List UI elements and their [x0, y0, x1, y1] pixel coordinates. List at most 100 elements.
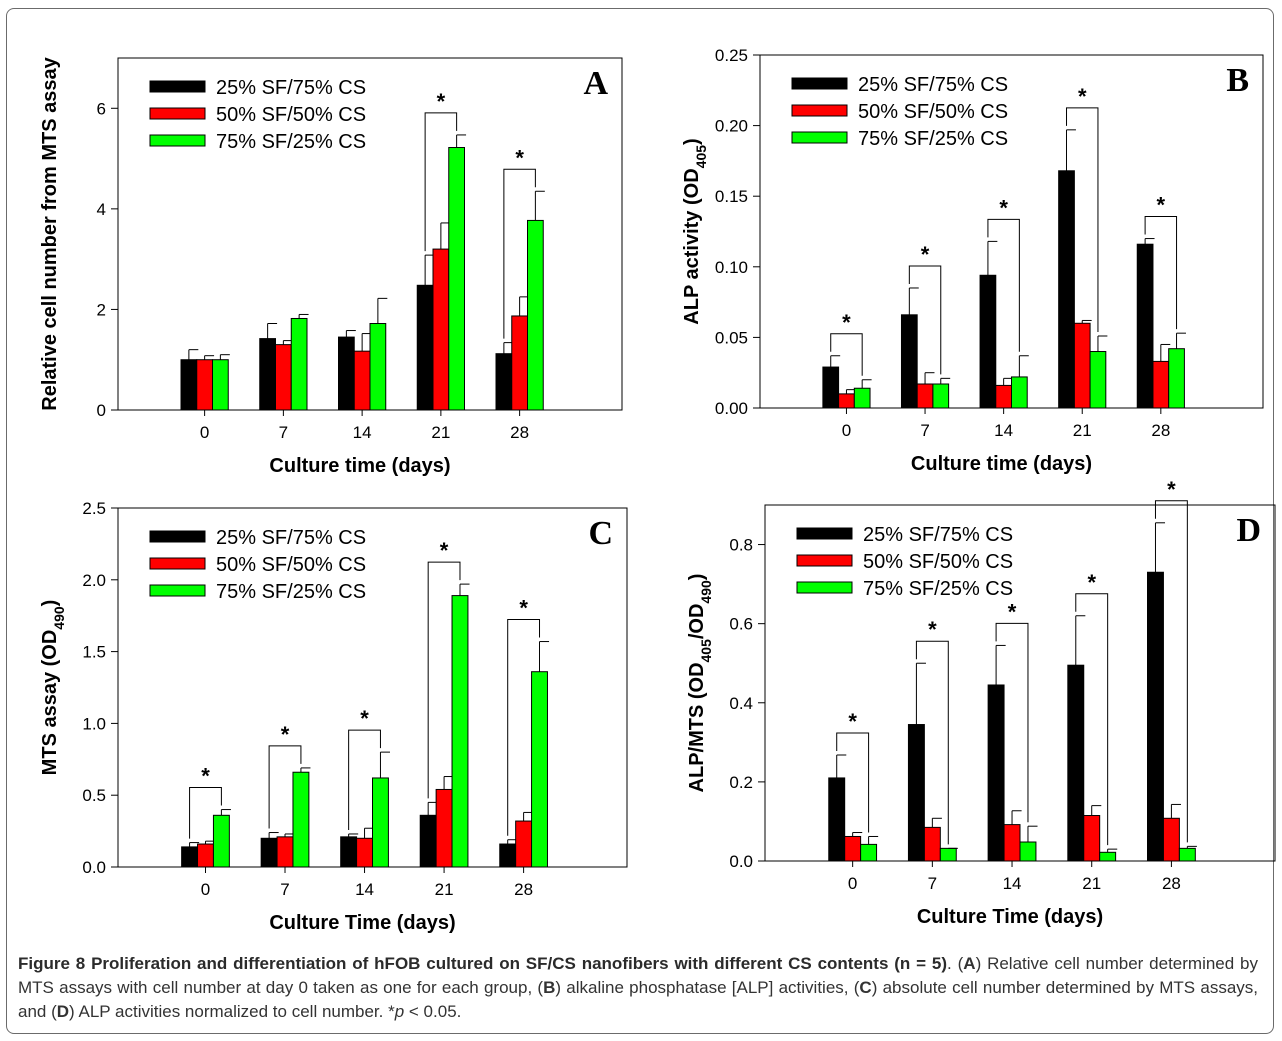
y-tick-label: 0.05	[715, 328, 748, 347]
bar	[416, 284, 434, 411]
y-tick-label: 0.6	[729, 615, 753, 634]
bar	[495, 353, 513, 411]
significance-bracket	[427, 561, 461, 799]
y-tick-label: 0.10	[715, 258, 748, 277]
bar	[259, 338, 276, 411]
panel-letter: D	[1236, 512, 1261, 549]
y-tick-label: 0.4	[729, 694, 753, 713]
bar	[372, 777, 389, 868]
significance-star: *	[1008, 599, 1017, 624]
bar	[1099, 851, 1117, 862]
caption-text-4: ) absolute cell number determined by MTS…	[18, 978, 1259, 1021]
caption-text-3: ) alkaline phosphatase [ALP] activities,…	[555, 978, 860, 997]
bar	[531, 671, 548, 868]
bar	[212, 814, 230, 868]
bar	[860, 843, 878, 862]
significance-bracket	[503, 168, 536, 339]
y-tick-label: 1.5	[82, 643, 106, 662]
bar	[939, 847, 957, 862]
bar	[979, 274, 997, 409]
bar	[1168, 348, 1185, 409]
legend-swatch	[149, 530, 206, 543]
significance-star: *	[360, 706, 369, 731]
bar	[1089, 351, 1107, 409]
bar	[907, 724, 925, 862]
y-axis-title: Relative cell number from MTS assay	[39, 56, 61, 410]
x-axis-title: Culture Time (days)	[917, 906, 1103, 928]
legend-label: 25% SF/75% CS	[858, 74, 1008, 96]
significance-bracket	[995, 622, 1029, 823]
significance-bracket	[830, 333, 863, 376]
bar	[292, 771, 310, 868]
bar	[1011, 376, 1028, 409]
legend-swatch	[149, 80, 206, 93]
y-axis-title-text: ALP/MTS (OD	[686, 662, 708, 792]
significance-star: *	[1167, 477, 1176, 502]
bar	[290, 317, 308, 411]
bar	[515, 820, 533, 868]
x-tick-label: 28	[1162, 874, 1181, 893]
bar	[511, 315, 528, 411]
significance-star: *	[1157, 193, 1166, 218]
y-axis-title: MTS assay (OD490)	[39, 600, 67, 776]
chart-panel-c: 0.0 0.5 1.0 1.5 2.0 2.5 MTS assay (OD490) Cultu…	[39, 499, 628, 934]
y-axis-title-mid: /OD	[686, 604, 708, 640]
y-tick-label: 0.0	[729, 852, 753, 871]
y-axis-title-end: )	[39, 600, 61, 607]
significance-star: *	[440, 538, 449, 563]
bar	[527, 219, 544, 411]
significance-bracket	[915, 640, 949, 845]
x-tick-label: 14	[1003, 874, 1022, 893]
legend-label: 75% SF/25% CS	[858, 128, 1008, 150]
bar	[853, 387, 871, 409]
caption-p-symbol: p	[394, 1002, 405, 1021]
bar	[828, 777, 846, 862]
bar	[275, 344, 292, 411]
significance-star: *	[437, 89, 446, 114]
bar	[451, 595, 469, 868]
y-tick-label: 0	[97, 401, 106, 420]
bar	[844, 835, 862, 862]
significance-bracket	[1075, 593, 1109, 846]
y-tick-label: 0.0	[82, 858, 106, 877]
legend-label: 75% SF/25% CS	[863, 578, 1013, 600]
y-tick-label: 4	[97, 200, 106, 219]
caption-ref-c: C	[859, 978, 872, 997]
caption-lead: Figure 8 Proliferation and differentiati…	[18, 954, 948, 973]
y-axis-title-end: )	[681, 138, 703, 145]
bar	[932, 383, 950, 409]
legend-label: 75% SF/25% CS	[216, 581, 366, 603]
bar	[260, 837, 278, 868]
legend-label: 25% SF/75% CS	[216, 527, 366, 549]
y-axis-title-sub: 405	[698, 639, 714, 663]
x-tick-label: 0	[200, 423, 209, 442]
legend-swatch	[149, 557, 206, 570]
significance-star: *	[519, 596, 528, 621]
significance-bracket	[424, 112, 458, 252]
y-tick-label: 0.5	[82, 786, 106, 805]
x-axis-title: Culture time (days)	[269, 455, 450, 477]
figure-caption: Figure 8 Proliferation and differentiati…	[18, 952, 1258, 1024]
y-tick-label: 6	[97, 99, 106, 118]
y-tick-label: 0.20	[715, 117, 748, 136]
bar	[1162, 817, 1180, 862]
bar	[180, 359, 198, 411]
significance-bracket	[189, 787, 222, 839]
x-tick-label: 7	[928, 874, 937, 893]
legend-swatch	[796, 527, 853, 540]
caption-text-5: ) ALP activities normalized to cell numb…	[69, 1002, 395, 1021]
bar	[181, 846, 199, 868]
legend-label: 50% SF/50% CS	[216, 104, 366, 126]
chart-panel-a: 0 2 4 6 Relative cell number from MTS assay C…	[39, 56, 623, 477]
x-tick-label: 21	[431, 423, 450, 442]
bar	[196, 359, 213, 411]
bar	[995, 384, 1012, 409]
caption-text-6: < 0.05.	[404, 1002, 462, 1021]
x-tick-label: 0	[201, 880, 210, 899]
significance-star: *	[921, 242, 930, 267]
significance-star: *	[848, 709, 857, 734]
bar	[1067, 664, 1085, 862]
x-tick-label: 7	[280, 880, 289, 899]
bar	[1152, 360, 1170, 409]
caption-ref-d: D	[56, 1002, 70, 1021]
